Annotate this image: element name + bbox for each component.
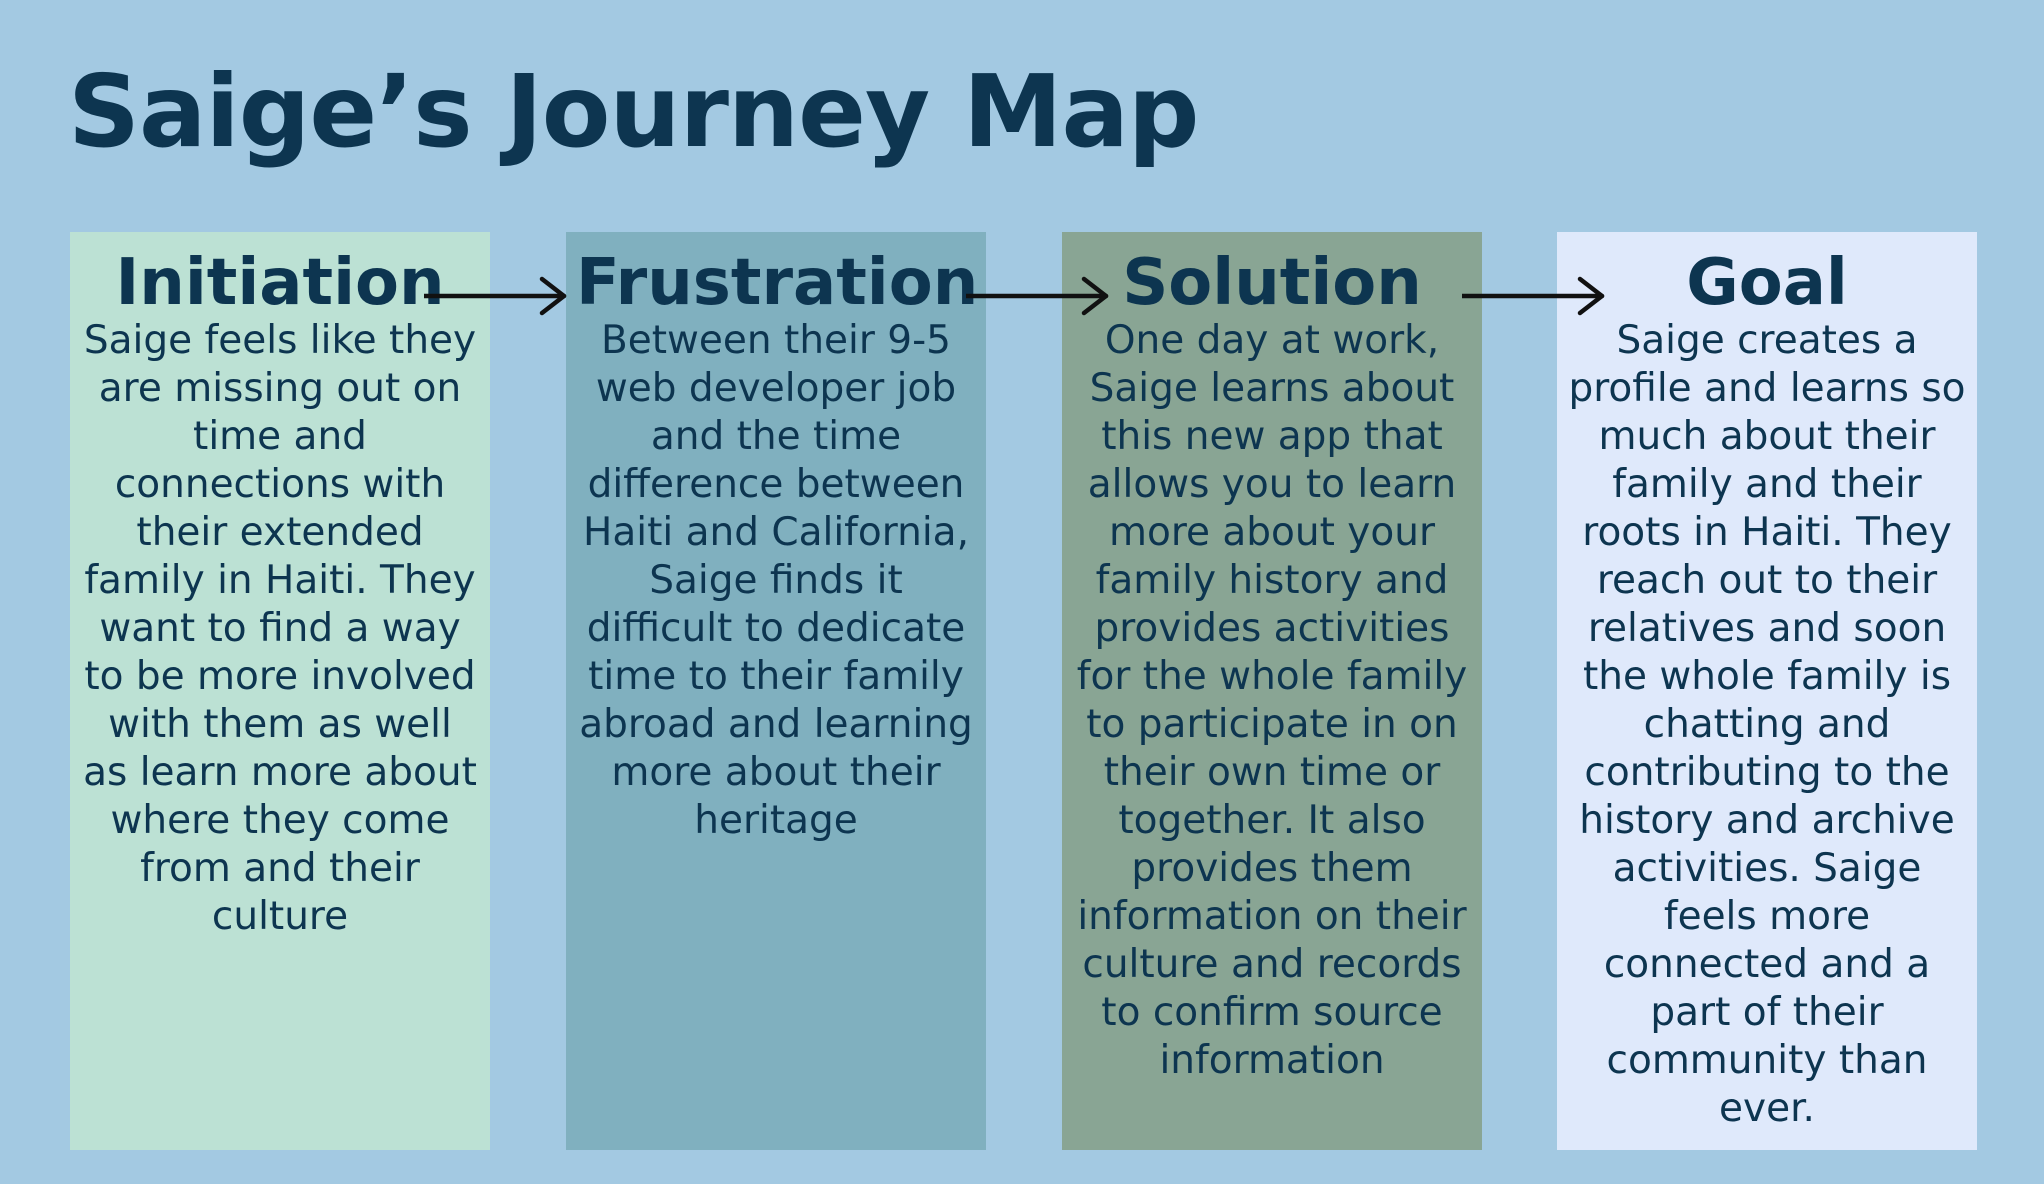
stage-initiation: Initiation Saige feels like they are mis… (70, 232, 490, 1150)
stage-goal: Goal Saige creates a profile and learns … (1557, 232, 1977, 1150)
stage-description: One day at work, Saige learns about this… (1076, 318, 1468, 1084)
stage-heading: Solution (1122, 246, 1422, 320)
stage-heading: Goal (1686, 246, 1848, 320)
stage-description: Saige feels like they are missing out on… (83, 318, 477, 940)
stage-description: Saige creates a profile and learns so mu… (1568, 318, 1966, 1132)
arrow-right-icon (966, 276, 1112, 316)
stage-heading: Initiation (115, 246, 445, 320)
stage-heading: Frustration (576, 246, 979, 320)
stage-frustration: Frustration Between their 9-5 web develo… (566, 232, 986, 1150)
stage-description: Between their 9-5 web developer job and … (579, 318, 973, 844)
page-title: Saige’s Journey Map (68, 53, 1200, 170)
stage-solution: Solution One day at work, Saige learns a… (1062, 232, 1482, 1150)
arrow-right-icon (1462, 276, 1608, 316)
arrow-right-icon (424, 276, 570, 316)
